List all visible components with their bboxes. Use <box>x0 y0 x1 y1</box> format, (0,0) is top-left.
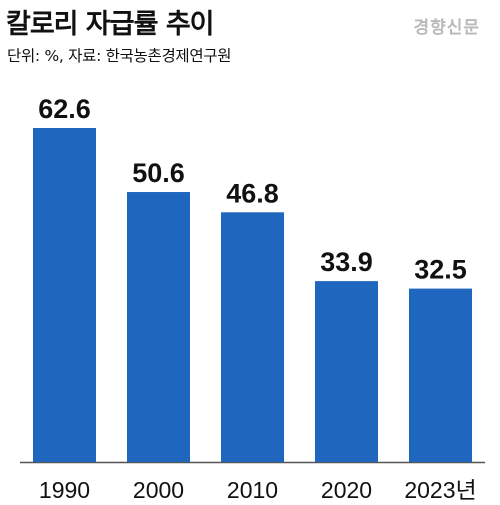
x-tick-label-2020: 2020 <box>321 477 372 503</box>
value-label-2000: 50.6 <box>132 158 185 188</box>
unit-source-note: 단위: %, 자료: 한국농촌경제연구원 <box>7 47 232 65</box>
value-label-2010: 46.8 <box>226 178 279 208</box>
value-label-2023년: 32.5 <box>414 255 467 285</box>
publisher-watermark: 경향신문 <box>413 18 480 38</box>
x-tick-label-2000: 2000 <box>133 477 184 503</box>
bar-2000 <box>127 192 190 462</box>
value-label-1990: 62.6 <box>38 94 91 124</box>
bar-2020 <box>315 281 378 462</box>
value-label-2020: 33.9 <box>320 247 373 277</box>
bar-2010 <box>221 212 284 462</box>
bar-1990 <box>33 128 96 462</box>
x-tick-label-2010: 2010 <box>227 477 278 503</box>
chart-title: 칼로리 자급률 추이 <box>6 9 215 40</box>
x-tick-label-2023년: 2023년 <box>404 477 476 503</box>
bar-2023년 <box>409 288 472 462</box>
x-tick-label-1990: 1990 <box>39 477 90 503</box>
